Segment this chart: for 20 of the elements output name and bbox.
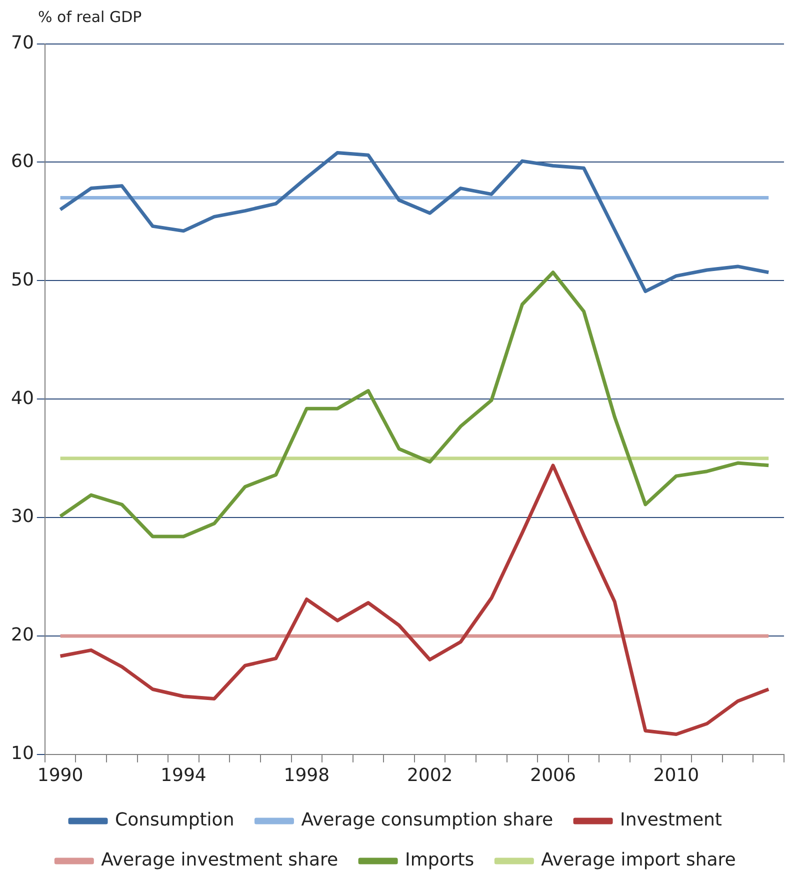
- legend-label: Average investment share: [101, 850, 338, 871]
- legend-label: Investment: [620, 810, 722, 831]
- y-axis-title: % of real GDP: [38, 8, 143, 28]
- y-tick-label: 50: [11, 269, 34, 290]
- legend-label: Consumption: [115, 810, 234, 831]
- y-tick-label: 70: [11, 32, 34, 54]
- y-tick-label: 40: [11, 388, 34, 409]
- y-tick-label: 60: [11, 150, 34, 172]
- y-tick-label: 10: [11, 743, 34, 764]
- y-tick-label: 30: [11, 506, 34, 528]
- x-tick-label: 2010: [653, 764, 700, 786]
- legend-label: Imports: [405, 850, 474, 871]
- x-tick-label: 1994: [160, 764, 206, 786]
- x-tick-label: 1998: [284, 764, 330, 786]
- legend-label: Average consumption share: [301, 810, 554, 831]
- x-tick-label: 1990: [37, 764, 84, 786]
- x-tick-label: 2006: [530, 764, 576, 786]
- x-tick-label: 2002: [406, 764, 453, 786]
- legend-label: Average import share: [541, 850, 736, 871]
- y-tick-label: 20: [11, 624, 34, 646]
